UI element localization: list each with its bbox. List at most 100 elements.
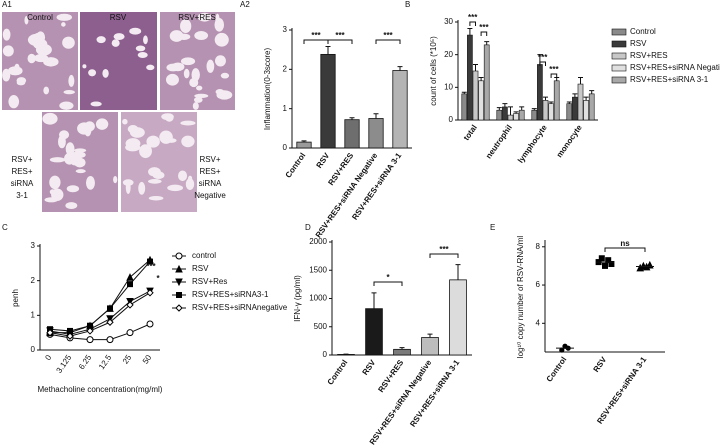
y-tick-label: 10	[444, 82, 453, 91]
alveolus	[125, 138, 141, 149]
x-tick-label: Control	[545, 355, 569, 383]
bar	[320, 53, 336, 149]
marker	[127, 281, 133, 288]
marker	[86, 336, 94, 344]
alveolus	[16, 80, 26, 86]
y-axis-label: IFN-γ (pg/ml)	[293, 275, 302, 322]
alveolus	[146, 64, 155, 71]
legend-label: RSV	[630, 39, 647, 48]
x-tick-label: Control	[284, 151, 308, 179]
annotation: ***	[479, 23, 489, 32]
y-axis-label: Inflammation(0-3score)	[263, 48, 272, 131]
alveolus	[216, 90, 233, 100]
alveolus	[2, 68, 11, 82]
x-tick-label: RSV	[361, 358, 378, 377]
legend-marker	[176, 292, 182, 298]
alveolus	[2, 28, 11, 41]
error-bar	[399, 347, 405, 350]
y-tick-label: 0	[323, 350, 328, 359]
alveolus	[137, 51, 148, 59]
alveolus	[49, 175, 61, 190]
error-bar	[513, 111, 519, 114]
error-bar	[478, 77, 484, 81]
alveolus	[14, 63, 20, 72]
x-tick-label: 12.5	[97, 353, 114, 371]
marker	[86, 327, 94, 335]
significance-bracket	[327, 39, 353, 44]
alveolus	[43, 57, 59, 67]
alveolus	[143, 35, 148, 45]
histology-image	[80, 12, 157, 110]
alveolus	[169, 30, 184, 42]
y-tick-label: 1500	[309, 265, 327, 274]
alveolus	[111, 39, 120, 47]
marker	[126, 329, 134, 337]
alveolus	[65, 202, 78, 209]
x-tick-label: RSV	[315, 151, 332, 170]
alveolus	[147, 179, 162, 184]
error-bar	[508, 106, 513, 116]
alveolus	[61, 22, 66, 27]
marker	[107, 305, 113, 312]
marker	[126, 273, 134, 281]
significance-bracket	[429, 253, 459, 258]
alveolus	[96, 36, 106, 44]
bar	[502, 106, 508, 121]
alveolus	[146, 135, 160, 148]
alveolus	[42, 112, 58, 125]
alveolus	[2, 45, 14, 57]
panel-label: A1	[2, 0, 12, 9]
bar	[577, 83, 584, 121]
alveolus	[59, 101, 74, 110]
annotation: *	[156, 274, 160, 283]
y-axis-label: penh	[11, 289, 20, 307]
bar	[566, 103, 573, 121]
error-bar	[349, 117, 355, 120]
significance-bracket	[539, 61, 546, 66]
error-bar	[566, 101, 572, 104]
legend-marker	[175, 304, 183, 312]
alveolus	[63, 89, 75, 95]
bar	[531, 109, 538, 121]
alveolus	[82, 64, 87, 69]
y-tick-label: 3	[31, 241, 36, 250]
y-tick-label: 1	[283, 104, 288, 113]
alveolus	[32, 38, 48, 50]
alveolus	[44, 197, 59, 203]
alveolus	[181, 135, 195, 148]
y-tick-label: 2000	[309, 237, 327, 246]
alveolus	[180, 120, 196, 126]
y-tick-label: 6	[536, 280, 541, 289]
alveolus	[171, 62, 185, 72]
alveolus	[68, 74, 75, 87]
alveolus	[148, 195, 164, 201]
annotation: ns	[620, 239, 630, 248]
panel-label: E	[490, 223, 495, 232]
x-tick-label: RSV	[592, 355, 609, 374]
significance-bracket	[480, 31, 488, 36]
x-tick-label: total	[462, 123, 479, 142]
image-label: siRNA	[11, 179, 34, 188]
annotation: ***	[311, 31, 321, 40]
legend-label: RSV+Res	[192, 277, 227, 286]
bar	[548, 103, 554, 121]
alveolus	[95, 118, 109, 130]
annotation: ***	[468, 13, 478, 22]
alveolus	[75, 169, 86, 174]
alveolus	[214, 32, 229, 47]
x-tick-label: 3.125	[55, 353, 74, 375]
bar	[588, 93, 595, 121]
alveolus	[196, 85, 203, 91]
bar	[467, 34, 473, 121]
error-bar	[427, 333, 433, 338]
x-tick-label: 6.25	[77, 353, 94, 371]
significance-bracket	[303, 39, 329, 44]
legend-label: RSV	[192, 264, 209, 273]
y-tick-label: 500	[314, 322, 328, 331]
annotation: ***	[549, 65, 559, 74]
bar	[583, 100, 589, 121]
x-tick-label: 50	[141, 353, 154, 366]
bar	[365, 308, 383, 356]
alveolus	[178, 170, 188, 182]
error-bar	[473, 63, 478, 71]
